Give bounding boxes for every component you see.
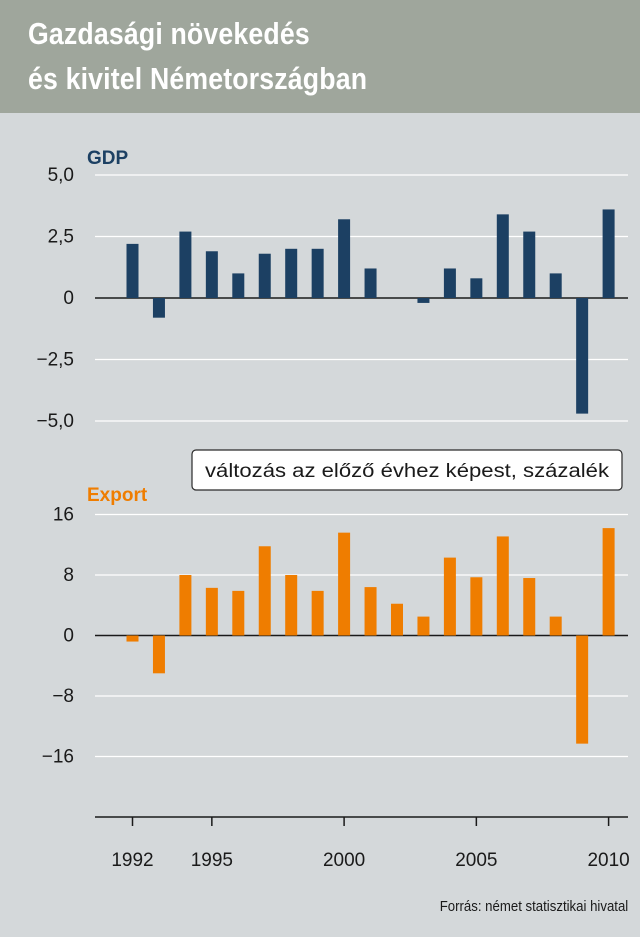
export-y-tick-label: 0	[63, 626, 74, 647]
gdp-bar	[205, 251, 218, 298]
source-note: Forrás: német statisztikai hivatal	[439, 898, 628, 915]
export-series-label: Export	[87, 485, 148, 506]
gdp-y-tick-label: 0	[63, 288, 74, 309]
export-bar	[470, 577, 483, 636]
export-bar	[232, 590, 245, 636]
export-bar	[576, 635, 589, 744]
gdp-bar	[152, 298, 165, 318]
export-bar	[496, 536, 509, 636]
gdp-y-tick-label: 2,5	[48, 227, 74, 248]
export-bar	[258, 546, 271, 636]
export-bar	[391, 603, 403, 636]
gdp-y-tick-label: −5,0	[36, 411, 74, 432]
gdp-bar	[549, 273, 562, 298]
x-axis-tick-label: 1995	[191, 850, 233, 871]
x-axis-tick-label: 1992	[111, 850, 153, 871]
gdp-bar	[576, 298, 589, 414]
gdp-bar	[338, 219, 351, 298]
title-banner: Gazdasági növekedés és kivitel Németorsz…	[0, 0, 640, 113]
gdp-bar	[496, 214, 509, 298]
chart-title-line-2: és kivitel Németországban	[28, 61, 368, 96]
x-axis-tick-label: 2000	[323, 850, 365, 871]
export-bar	[311, 590, 324, 636]
unit-annotation-box	[191, 449, 623, 491]
gdp-bar	[126, 243, 139, 298]
export-bar	[364, 587, 377, 636]
export-y-tick-label: −16	[42, 747, 74, 768]
chart-title-line-1: Gazdasági növekedés	[28, 16, 310, 51]
gdp-bar	[285, 248, 298, 298]
export-bar	[126, 635, 139, 642]
x-axis-tick-label: 2005	[455, 850, 497, 871]
gdp-y-tick-label: −2,5	[36, 350, 74, 371]
unit-annotation-text: változás az előző évhez képest, százalék	[205, 461, 610, 482]
gdp-bar	[602, 209, 615, 298]
export-bar	[285, 575, 298, 636]
export-bar	[523, 578, 536, 636]
gdp-bar	[523, 231, 536, 298]
export-bar	[417, 616, 430, 636]
gdp-bar	[311, 248, 324, 298]
gdp-bar	[443, 268, 456, 298]
export-y-tick-label: 8	[63, 565, 74, 586]
gdp-series-label: GDP	[87, 148, 129, 169]
gdp-bar	[258, 253, 271, 298]
x-axis-tick-label: 2010	[587, 850, 629, 871]
export-bar	[443, 557, 456, 636]
gdp-bar	[417, 298, 430, 303]
export-bar	[205, 587, 218, 636]
export-bar	[338, 532, 351, 636]
export-y-tick-label: 16	[53, 505, 74, 526]
gdp-bar	[364, 268, 377, 298]
export-bar	[152, 635, 165, 674]
gdp-bar	[470, 278, 483, 298]
gdp-y-tick-label: 5,0	[48, 165, 74, 186]
gdp-bar	[179, 231, 192, 298]
export-y-tick-label: −8	[52, 686, 74, 707]
export-bar	[179, 575, 192, 636]
export-bar	[549, 616, 562, 636]
gdp-bar	[232, 273, 245, 298]
export-bar	[602, 528, 615, 636]
